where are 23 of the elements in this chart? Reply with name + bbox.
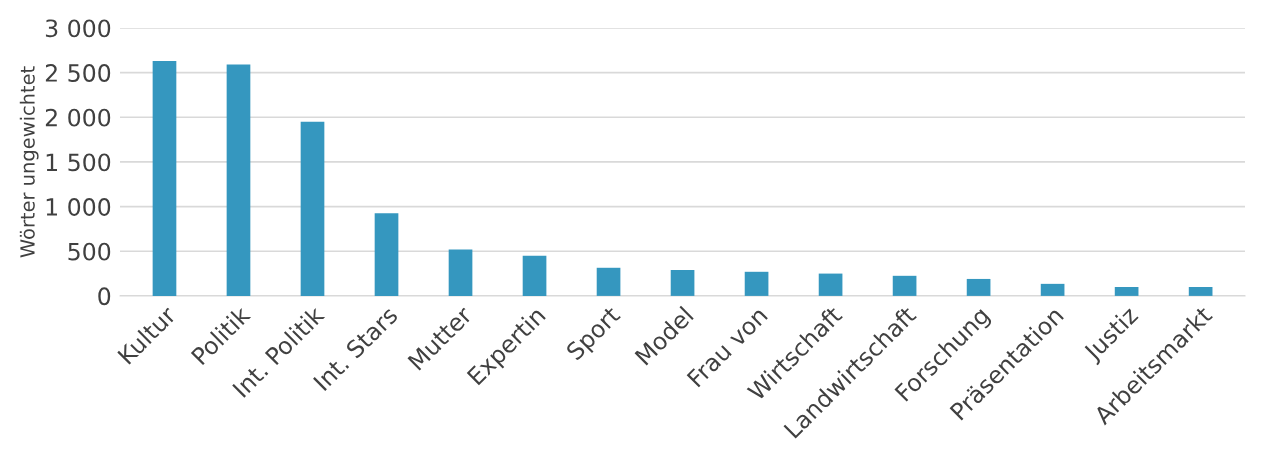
bar	[596, 267, 621, 296]
bar	[522, 255, 547, 296]
y-axis-title: Wörter ungewichtet	[19, 66, 39, 258]
bar	[374, 213, 399, 296]
bar	[152, 61, 177, 296]
y-tick-label: 1 000	[46, 198, 111, 216]
bar	[1114, 286, 1139, 296]
bar	[744, 271, 769, 296]
bar	[818, 273, 843, 296]
y-tick-label: 2 500	[45, 64, 111, 82]
bar	[670, 270, 695, 296]
bar	[1040, 283, 1065, 296]
y-tick-label: 3 000	[45, 19, 111, 38]
y-tick-label: 2 000	[45, 108, 111, 127]
y-tick-label: 0	[98, 287, 111, 306]
bar	[448, 249, 473, 296]
bar	[966, 278, 991, 296]
bar	[892, 275, 917, 296]
bar	[300, 121, 325, 296]
y-tick-label: 500	[68, 242, 111, 261]
bar	[1188, 286, 1213, 296]
bar	[226, 64, 251, 296]
y-tick-label: 1 500	[46, 153, 111, 172]
